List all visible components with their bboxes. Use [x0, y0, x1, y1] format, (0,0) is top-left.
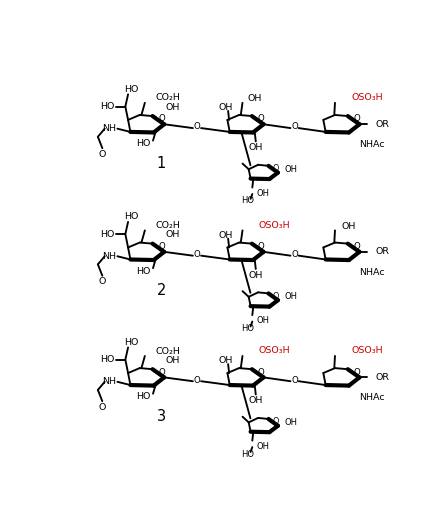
Text: OH: OH: [257, 189, 270, 198]
Text: NH: NH: [102, 252, 116, 261]
Text: OH: OH: [284, 418, 297, 427]
Text: O: O: [354, 368, 360, 377]
Text: O: O: [258, 115, 264, 124]
Text: HO: HO: [241, 450, 254, 459]
Text: OH: OH: [257, 316, 270, 325]
Text: CO₂H: CO₂H: [156, 94, 181, 103]
Text: HO: HO: [124, 85, 138, 94]
Text: HO: HO: [124, 338, 138, 347]
Text: OSO₃H: OSO₃H: [259, 220, 290, 230]
Text: 3: 3: [157, 409, 166, 424]
Text: OH: OH: [284, 292, 297, 301]
Text: OH: OH: [248, 397, 263, 406]
Text: OH: OH: [248, 94, 262, 103]
Text: HO: HO: [99, 230, 114, 239]
Text: OH: OH: [218, 231, 233, 240]
Text: O: O: [291, 376, 298, 385]
Text: HO: HO: [99, 102, 114, 111]
Text: O: O: [354, 242, 360, 251]
Text: O: O: [258, 368, 264, 377]
Text: O: O: [99, 150, 106, 159]
Text: OH: OH: [218, 103, 233, 112]
Text: OH: OH: [166, 103, 180, 112]
Text: OH: OH: [248, 144, 263, 153]
Text: OSO₃H: OSO₃H: [351, 346, 383, 355]
Text: O: O: [158, 368, 165, 377]
Text: HO: HO: [241, 324, 254, 333]
Text: HO: HO: [136, 139, 150, 148]
Text: 1: 1: [157, 156, 166, 170]
Text: OSO₃H: OSO₃H: [259, 346, 290, 355]
Text: O: O: [273, 291, 279, 300]
Text: CO₂H: CO₂H: [156, 347, 181, 356]
Text: 2: 2: [157, 283, 166, 298]
Text: OH: OH: [257, 442, 270, 451]
Text: NH: NH: [102, 377, 116, 386]
Text: OH: OH: [248, 271, 263, 280]
Text: O: O: [158, 115, 165, 124]
Text: O: O: [291, 250, 298, 259]
Text: O: O: [291, 123, 298, 132]
Text: O: O: [354, 115, 360, 124]
Text: O: O: [258, 242, 264, 251]
Text: NH: NH: [102, 124, 116, 133]
Text: O: O: [273, 417, 279, 426]
Text: OR: OR: [376, 247, 390, 256]
Text: OR: OR: [376, 373, 390, 382]
Text: OR: OR: [376, 120, 390, 129]
Text: O: O: [158, 242, 165, 251]
Text: O: O: [99, 277, 106, 286]
Text: O: O: [99, 403, 106, 412]
Text: HO: HO: [136, 267, 150, 276]
Text: CO₂H: CO₂H: [156, 221, 181, 230]
Text: HO: HO: [136, 392, 150, 401]
Text: OH: OH: [166, 356, 180, 365]
Text: HO: HO: [124, 212, 138, 221]
Text: OH: OH: [284, 165, 297, 174]
Text: O: O: [194, 123, 200, 132]
Text: HO: HO: [241, 196, 254, 205]
Text: OH: OH: [218, 357, 233, 366]
Text: O: O: [194, 376, 200, 385]
Text: OH: OH: [341, 222, 355, 231]
Text: NHAc: NHAc: [359, 268, 385, 277]
Text: O: O: [273, 164, 279, 173]
Text: NHAc: NHAc: [359, 140, 385, 149]
Text: NHAc: NHAc: [359, 393, 385, 402]
Text: O: O: [194, 250, 200, 259]
Text: OSO₃H: OSO₃H: [351, 93, 383, 102]
Text: OH: OH: [166, 230, 180, 239]
Text: HO: HO: [99, 355, 114, 364]
